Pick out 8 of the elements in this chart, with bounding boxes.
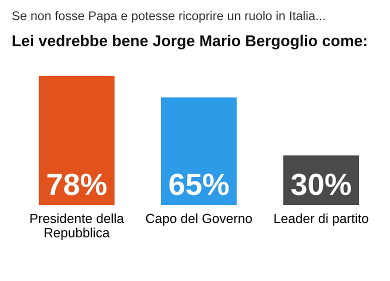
data-label: 30% xyxy=(291,174,351,196)
data-label: 65% xyxy=(169,174,229,196)
chart-subtitle: Se non fosse Papa e potesse ricoprire un ruolo in Italia... xyxy=(12,11,325,23)
chart-title: Lei vedrebbe bene Jorge Mario Bergoglio come: xyxy=(12,34,366,50)
x-tick-label: Presidente della Repubblica xyxy=(30,213,124,240)
data-label: 78% xyxy=(47,174,106,196)
x-tick-label: Leader di partito xyxy=(274,213,368,226)
x-tick-label: Capo del Governo xyxy=(146,213,252,226)
